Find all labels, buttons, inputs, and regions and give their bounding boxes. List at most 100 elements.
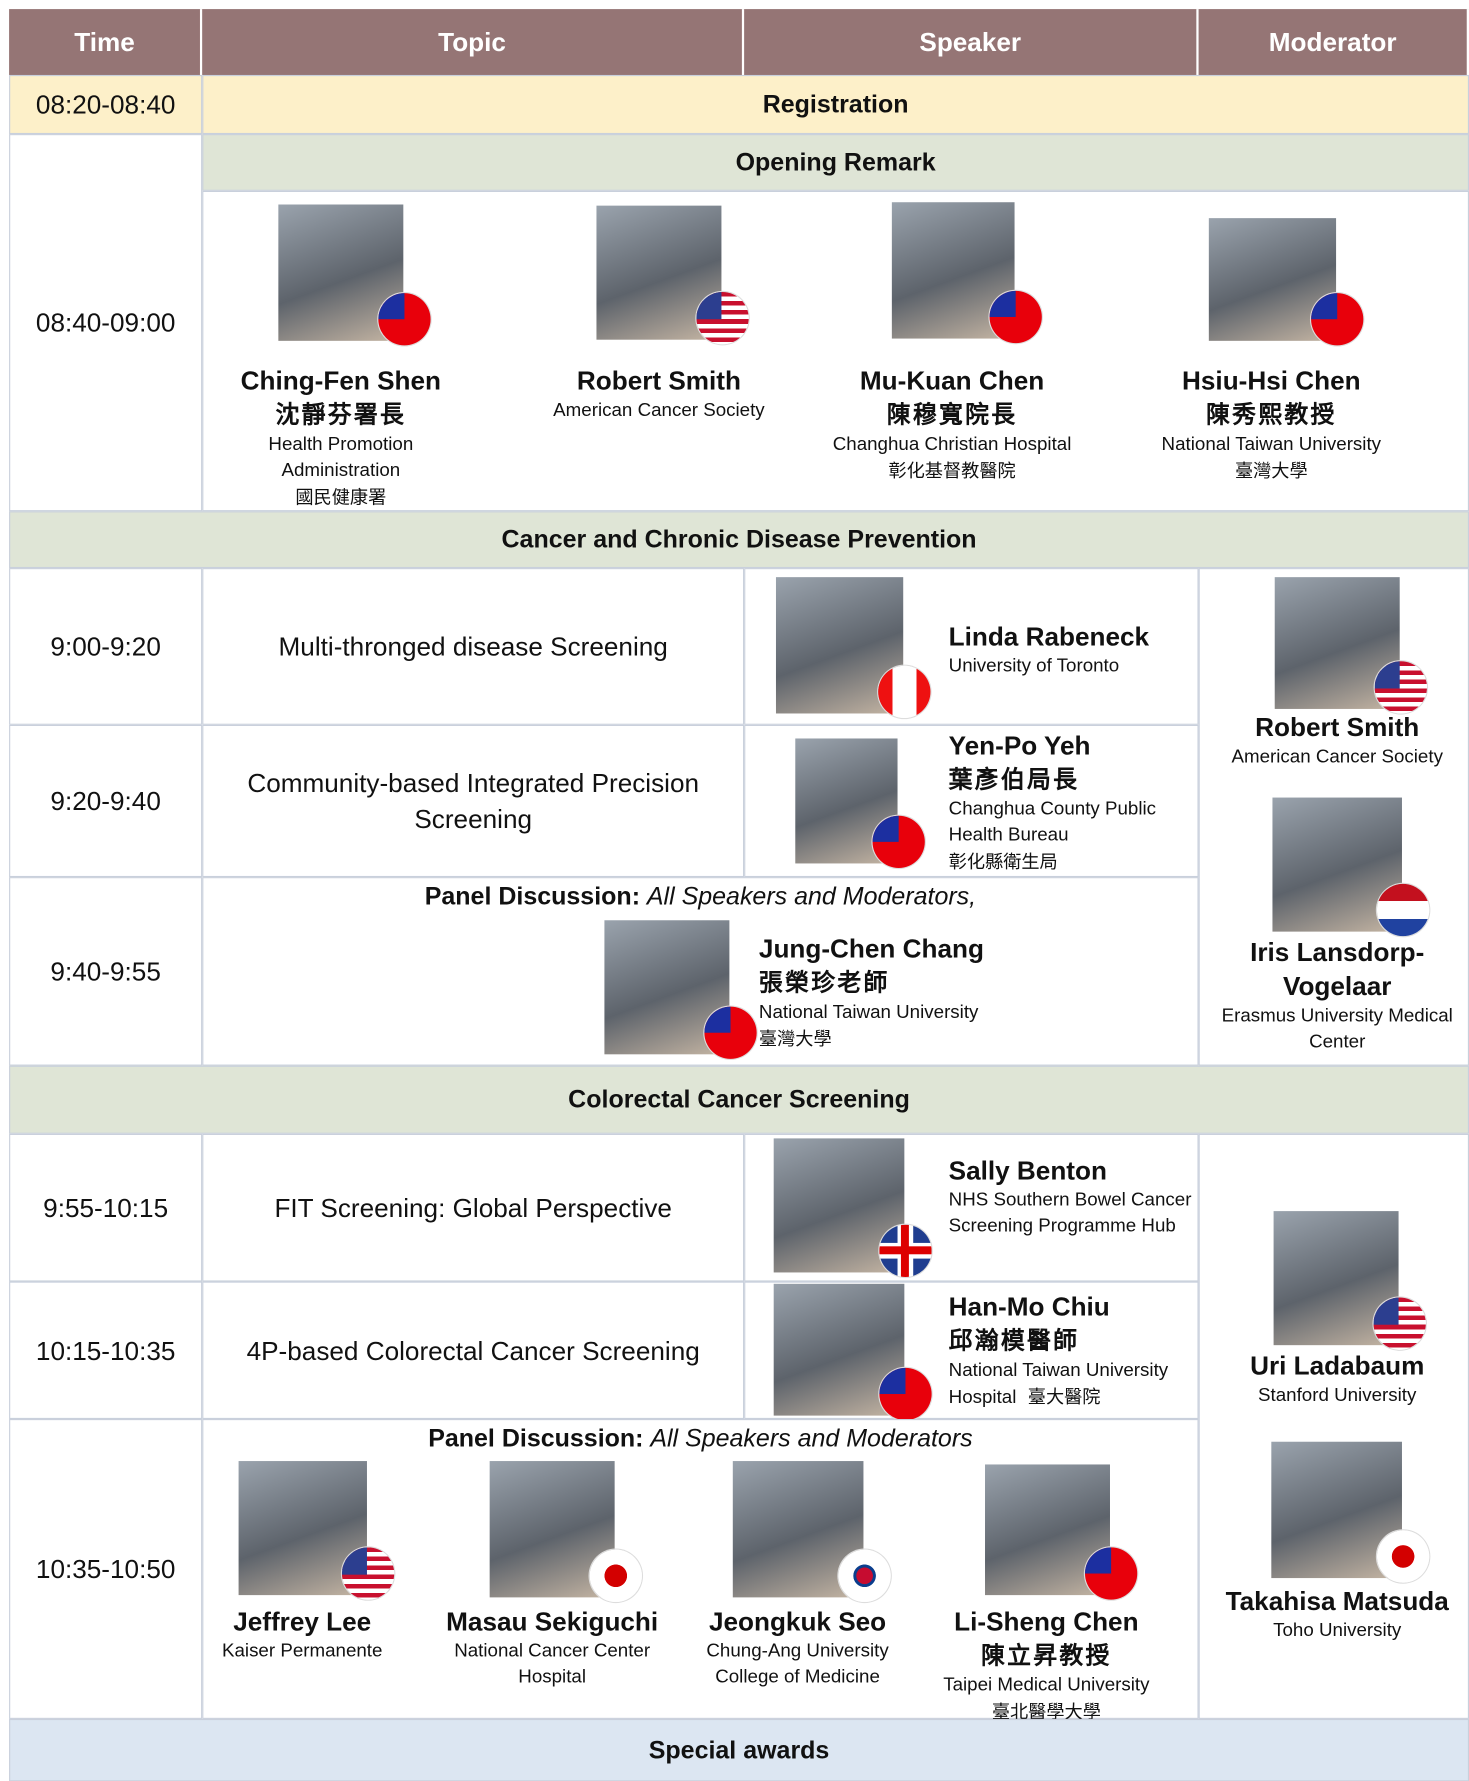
affiliation: American Cancer Society (1231, 746, 1443, 767)
flag (1373, 1297, 1426, 1350)
speaker-title: 陳立昇教授 (981, 1640, 1112, 1669)
affiliation: Stanford University (1258, 1384, 1417, 1406)
speaker-name: Hsiu-Hsi Chen (1182, 365, 1361, 396)
session-title: Special awards (9, 1718, 1469, 1781)
panel-heading: Panel Discussion: All Speakers and Modera… (202, 882, 1198, 912)
session-title: Colorectal Cancer Screening (9, 1065, 1469, 1134)
speaker-info: Robert Smith American Cancer Society (1209, 710, 1465, 770)
topic-cell: FIT Screening: Global Perspective (202, 1133, 745, 1282)
speaker-info: Robert Smith American Cancer Society (534, 364, 784, 424)
speaker-info: Masau Sekiguchi National Cancer Center Ho… (439, 1604, 666, 1690)
speaker-title: 沈靜芬署長 (275, 399, 407, 429)
affiliation: American Cancer Society (553, 399, 765, 421)
time-cell: 08:40-09:00 (9, 134, 203, 512)
speaker-info: Sally Benton NHS Southern Bowel Cancer Sc… (949, 1153, 1193, 1239)
speaker-info: Uri Ladabaum Stanford University (1209, 1349, 1465, 1409)
speaker-info: Ching-Fen Shen 沈靜芬署長 Health Promotion Admi… (216, 364, 466, 511)
affiliation: National Taiwan University (758, 1002, 979, 1023)
flag (378, 293, 431, 346)
speaker-info: Jeffrey Lee Kaiser Permanente (194, 1604, 410, 1664)
affiliation: Changhua Christian Hospital (832, 433, 1072, 455)
session-title: Registration (202, 74, 1469, 135)
flag (589, 1549, 642, 1602)
affiliation: Chung-Ang University College of Medicine (706, 1640, 889, 1688)
speaker-name: Han-Mo Chiu (948, 1291, 1110, 1322)
flag (872, 815, 925, 868)
column-header: Topic (202, 9, 745, 75)
speaker-info: Mu-Kuan Chen 陳穆寬院長 Changhua Christian Hosp… (827, 364, 1077, 484)
speaker-name: Li-Sheng Chen (954, 1606, 1139, 1637)
column-header: Speaker (744, 9, 1199, 75)
speaker-name: Takahisa Matsuda (1225, 1586, 1449, 1616)
affiliation: NHS Southern Bowel Cancer Screening Prog… (948, 1189, 1192, 1237)
speaker-name: Linda Rabeneck (948, 621, 1150, 651)
speaker-name: Jeffrey Lee (233, 1606, 372, 1637)
speaker-name: Masau Sekiguchi (446, 1606, 659, 1637)
affiliation: University of Toronto (948, 655, 1120, 676)
flag (341, 1547, 395, 1600)
speaker-name: Iris Lansdorp-Vogelaar (1250, 937, 1425, 1001)
column-header: Moderator (1198, 9, 1469, 75)
speaker-info: Takahisa Matsuda Toho University (1209, 1584, 1465, 1644)
affiliation: Kaiser Permanente (221, 1640, 383, 1662)
speaker-name: Robert Smith (1255, 712, 1420, 742)
affiliation: Changhua County Public Health Bureau (948, 798, 1157, 846)
time-cell: 9:20-9:40 (9, 724, 203, 878)
affiliation: Health Promotion Administration (268, 433, 414, 481)
topic-cell: Multi-thronged disease Screening (202, 568, 745, 725)
flag (696, 291, 749, 345)
flag (838, 1549, 891, 1602)
flag (1084, 1547, 1138, 1600)
time-cell: 10:15-10:35 (9, 1281, 203, 1420)
speaker-name: Yen-Po Yeh (948, 730, 1091, 761)
column-header: Time (9, 9, 203, 75)
panel-label: Panel Discussion: (424, 881, 641, 911)
speaker-name: Ching-Fen Shen (240, 365, 441, 396)
affiliation: National Taiwan University (1161, 433, 1382, 455)
time-cell: 9:55-10:15 (9, 1133, 203, 1282)
affiliation: National Cancer Center Hospital (454, 1640, 651, 1688)
affiliation-zh: 國民健康署 (295, 486, 387, 508)
speaker-name: Robert Smith (576, 365, 741, 396)
speaker-info: Jung-Chen Chang 張榮珍老師 National Taiwan Univ… (759, 932, 1009, 1052)
time-cell: 9:40-9:55 (9, 877, 203, 1066)
speaker-info: Jeongkuk Seo Chung-Ang University College… (701, 1604, 894, 1690)
affiliation: Erasmus University Medical Center (1221, 1005, 1453, 1053)
speaker-name: Jung-Chen Chang (758, 933, 984, 964)
flag (879, 1224, 932, 1277)
speaker-title: 葉彥伯局長 (948, 764, 1080, 794)
speaker-info: Yen-Po Yeh 葉彥伯局長 Changhua County Public He… (949, 728, 1193, 875)
affiliation: Toho University (1273, 1620, 1402, 1641)
speaker-info: Hsiu-Hsi Chen 陳秀熙教授 National Taiwan Univer… (1146, 364, 1396, 484)
speaker-name: Jeongkuk Seo (708, 1606, 887, 1637)
speaker-title: 陳秀熙教授 (1205, 399, 1337, 429)
session-title: Opening Remark (202, 134, 1469, 191)
affiliation-zh: 臺灣大學 (1234, 460, 1308, 482)
flag (1376, 1530, 1430, 1583)
affiliation-zh: 彰化基督教醫院 (888, 460, 1016, 482)
affiliation: Taipei Medical University (943, 1674, 1150, 1696)
affiliation-zh: 臺北醫學大學 (991, 1700, 1101, 1723)
flag (989, 290, 1042, 344)
affiliation-zh: 臺灣大學 (758, 1028, 832, 1050)
speaker-title: 陳穆寬院長 (886, 399, 1018, 429)
speaker-info: Linda Rabeneck University of Toronto (949, 619, 1193, 679)
panel-label: Panel Discussion: (428, 1423, 644, 1452)
affiliation-zh: 臺大醫院 (1027, 1386, 1101, 1408)
topic-cell: 4P-based Colorectal Cancer Screening (202, 1281, 745, 1420)
speaker-info: Li-Sheng Chen 陳立昇教授 Taipei Medical Univers… (927, 1604, 1166, 1724)
flag (1374, 661, 1427, 714)
time-cell: 9:00-9:20 (9, 568, 203, 725)
speaker-title: 邱瀚模醫師 (948, 1325, 1080, 1355)
speaker-name: Uri Ladabaum (1250, 1350, 1425, 1381)
speaker-name: Sally Benton (948, 1155, 1107, 1185)
speaker-name: Mu-Kuan Chen (859, 365, 1045, 396)
flag (1376, 883, 1430, 937)
flag (878, 665, 931, 719)
affiliation: National Taiwan University Hospital 臺大醫院 (948, 1359, 1169, 1408)
panel-heading: Panel Discussion: All Speakers and Modera… (202, 1424, 1198, 1454)
flag (879, 1367, 932, 1421)
panel-note: All Speakers and Moderators, (646, 881, 977, 911)
affiliation-zh: 彰化縣衛生局 (948, 850, 1058, 873)
